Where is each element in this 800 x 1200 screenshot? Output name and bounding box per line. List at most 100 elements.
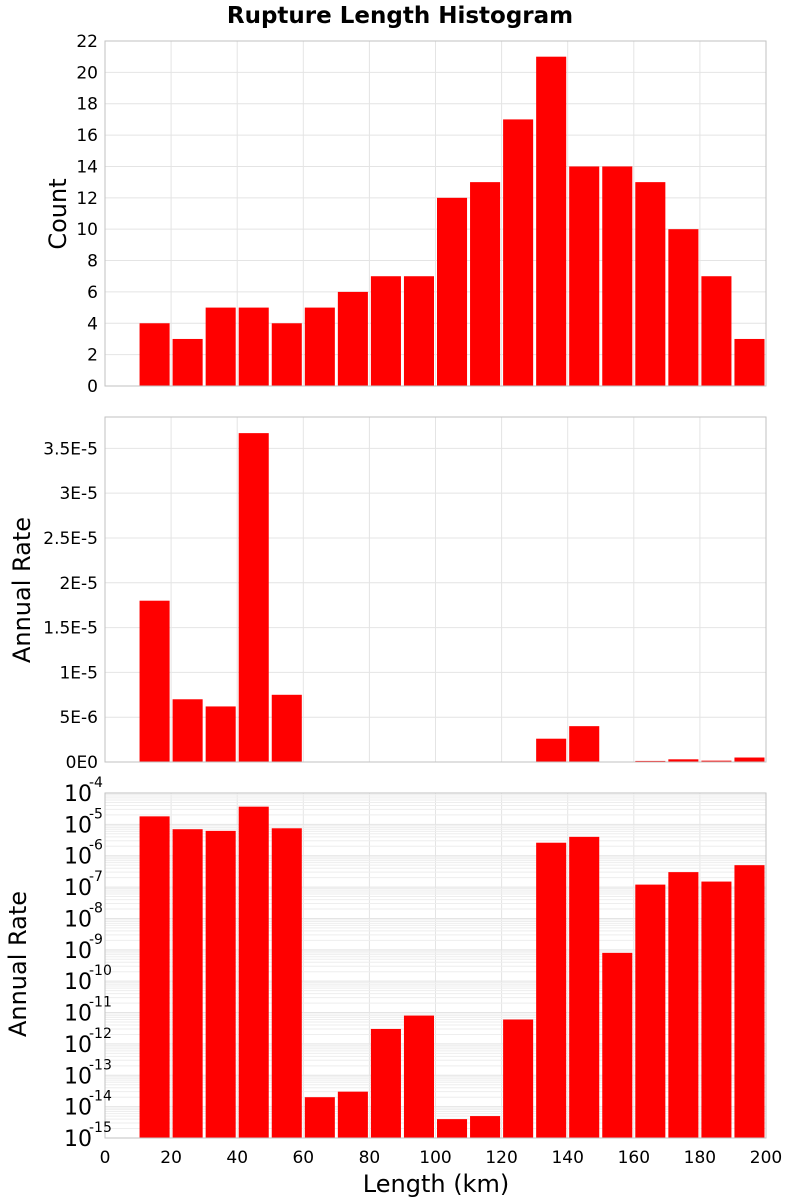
bar-135 [536,842,567,1138]
bars [139,56,765,386]
y-tick-label: 0E0 [66,753,98,773]
x-tick-label: 160 [618,1148,650,1168]
x-tick-label: 140 [551,1148,583,1168]
bar-135 [536,56,567,386]
y-tick-label-exponent: -14 [89,1089,112,1105]
bar-95 [403,1015,434,1138]
gridlines [105,417,766,762]
y-tick-label: 6 [87,283,98,303]
y-tick-labels: 0E0 5E-6 1E-5 1.5E-5 2E-5 2.5E-5 3E-5 3.5E-5 [43,439,98,773]
bar-125 [503,119,534,386]
bar-145 [569,166,600,386]
bar-115 [470,1116,501,1138]
y-tick-label-exponent: -12 [89,1026,112,1042]
y-tick-label: 12 [76,189,98,209]
x-tick-label: 20 [160,1148,182,1168]
y-tick-label-base: 10 [64,1064,92,1089]
annual-rate-log-panel: 10-410-510-610-710-810-910-1010-1110-121… [4,775,782,1168]
bar-165 [635,182,666,386]
bar-75 [337,1091,368,1138]
bar-115 [470,182,501,386]
x-tick-label: 80 [359,1148,381,1168]
bar-175 [668,229,699,386]
plot-frame [104,792,767,1139]
bars [139,806,765,1138]
bar-25 [172,338,203,386]
bar-45 [238,806,269,1138]
bar-95 [403,276,434,386]
bar-65 [304,1097,335,1138]
bar-185 [701,760,732,762]
y-tick-label: 18 [76,95,98,115]
y-tick-label-base: 10 [64,1127,92,1152]
y-tick-label-base: 10 [64,1096,92,1121]
bar-35 [205,706,236,762]
bar-65 [304,307,335,386]
y-axis-title: Annual Rate [8,517,36,663]
y-tick-labels: 10-410-510-610-710-810-910-1010-1110-121… [64,775,112,1152]
y-tick-label: 5E-6 [59,708,98,728]
count-histogram-panel: 0 2 4 6 8 10 12 14 16 18 20 22 Count [44,32,767,397]
plot-frame [104,40,767,387]
y-tick-label-exponent: -13 [89,1057,112,1073]
plot-frame [104,416,767,763]
x-tick-label: 60 [292,1148,314,1168]
x-tick-label: 120 [485,1148,517,1168]
bar-105 [437,1119,468,1138]
bar-15 [139,323,170,386]
x-axis-title: Length (km) [363,1170,509,1198]
y-tick-label-base: 10 [64,1033,92,1058]
bar-15 [139,600,170,762]
y-tick-label-base: 10 [64,813,92,838]
y-tick-label-exponent: -8 [89,900,103,916]
bar-195 [734,757,765,762]
y-tick-label-exponent: -15 [89,1120,112,1136]
y-tick-label-base: 10 [64,970,92,995]
bar-15 [139,816,170,1138]
bar-175 [668,759,699,762]
chart-title: Rupture Length Histogram [227,3,573,29]
y-tick-label: 10 [76,220,98,240]
gridlines [105,793,766,1138]
y-tick-label: 16 [76,126,98,146]
x-tick-label: 0 [100,1148,111,1168]
y-tick-label-exponent: -9 [89,932,103,948]
y-tick-label: 0 [87,377,98,397]
y-tick-labels: 0 2 4 6 8 10 12 14 16 18 20 22 [76,32,98,397]
y-tick-label-base: 10 [64,782,92,807]
bars [139,433,765,762]
y-tick-label: 4 [87,314,98,334]
y-tick-label: 8 [87,252,98,272]
bar-125 [503,1019,534,1138]
bar-185 [701,881,732,1138]
x-tick-label: 40 [226,1148,248,1168]
y-tick-label-base: 10 [64,907,92,932]
annual-rate-linear-panel: 0E0 5E-6 1E-5 1.5E-5 2E-5 2.5E-5 3E-5 3.5E-5 Ann… [8,416,767,773]
bar-55 [271,323,302,386]
y-tick-label: 20 [76,63,98,83]
bar-55 [271,694,302,762]
bar-25 [172,699,203,762]
bar-25 [172,829,203,1138]
bar-105 [437,197,468,386]
bar-155 [602,166,633,386]
y-tick-label: 1.5E-5 [43,619,98,639]
y-tick-label-base: 10 [64,1002,92,1027]
y-tick-label-base: 10 [64,876,92,901]
bar-165 [635,760,666,762]
y-tick-label-exponent: -6 [89,838,103,854]
bar-195 [734,865,765,1138]
y-tick-label-base: 10 [64,939,92,964]
bar-135 [536,738,567,762]
bar-145 [569,836,600,1138]
bar-85 [370,276,401,386]
y-tick-label: 1E-5 [59,663,98,683]
bar-165 [635,884,666,1138]
y-tick-label-exponent: -5 [89,806,103,822]
bar-75 [337,291,368,386]
y-tick-label: 3E-5 [59,484,98,504]
bar-145 [569,726,600,762]
gridlines [105,41,766,386]
y-tick-label-exponent: -4 [89,775,103,791]
x-tick-labels: 0 20 40 60 80 100 120 140 160 180 200 [100,1148,783,1168]
